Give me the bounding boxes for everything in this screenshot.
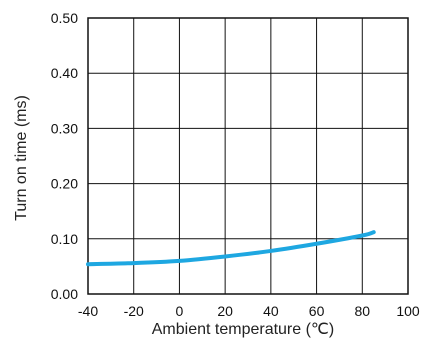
y-tick-label: 0.50 <box>51 10 78 26</box>
x-tick-label: 20 <box>217 303 233 319</box>
x-tick-label: 80 <box>354 303 370 319</box>
x-tick-label: 0 <box>176 303 184 319</box>
y-tick-label: 0.20 <box>51 176 78 192</box>
x-tick-label: -20 <box>124 303 144 319</box>
x-tick-label: 100 <box>396 303 420 319</box>
y-axis-title: Turn on time (ms) <box>13 95 30 221</box>
series-line <box>86 230 376 267</box>
x-tick-labels: -40 -20 0 20 40 60 80 100 <box>78 303 420 319</box>
y-tick-label: 0.40 <box>51 65 78 81</box>
plot-frame <box>87 17 409 295</box>
y-tick-labels: 0.00 0.10 0.20 0.30 0.40 0.50 <box>51 10 78 302</box>
x-tick-label: 60 <box>309 303 325 319</box>
y-tick-label: 0.10 <box>51 231 78 247</box>
y-tick-label: 0.00 <box>51 286 78 302</box>
x-tick-label: 40 <box>263 303 279 319</box>
x-tick-label: -40 <box>78 303 98 319</box>
series-layer <box>86 230 376 267</box>
y-tick-label: 0.30 <box>51 120 78 136</box>
x-axis-title: Ambient temperature (℃) <box>152 321 334 338</box>
